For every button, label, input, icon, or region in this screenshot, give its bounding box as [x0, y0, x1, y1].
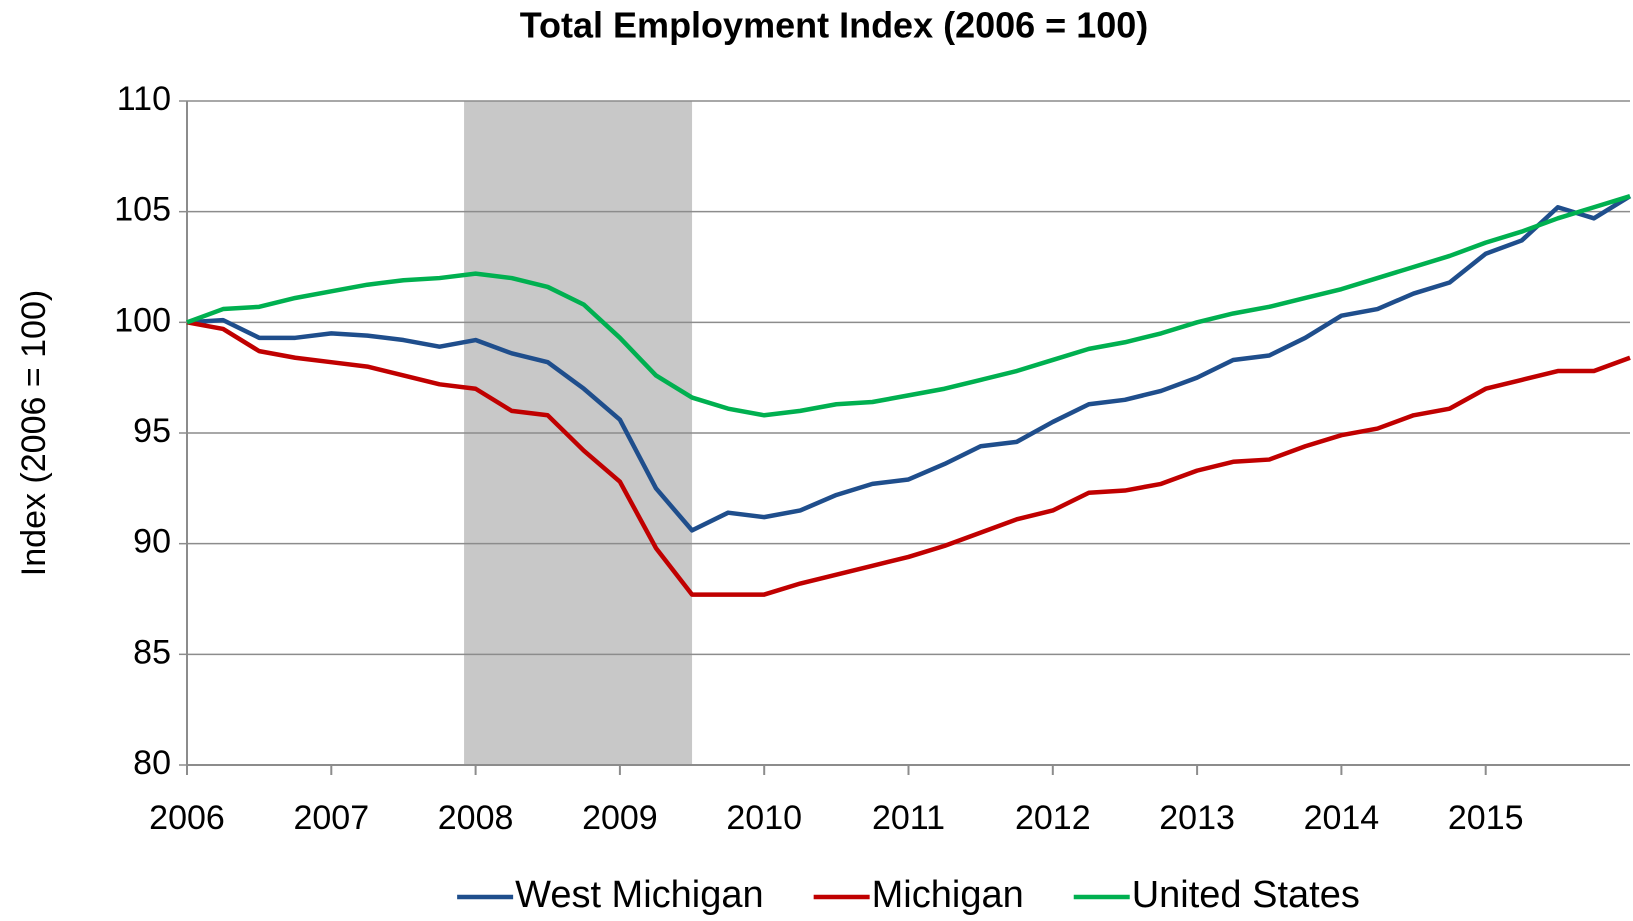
series-line	[186, 194, 1631, 418]
y-tick-label: 80	[133, 744, 171, 782]
y-tick-label: 100	[114, 301, 171, 339]
y-axis-label: Index (2006 = 100)	[15, 290, 53, 576]
y-tick-label: 90	[133, 523, 171, 561]
x-tick-label: 2015	[1448, 799, 1524, 837]
x-tick-label: 2010	[726, 799, 802, 837]
legend-label: United States	[1132, 874, 1360, 916]
legend: West Michigan Michigan United States	[457, 874, 1360, 916]
x-tick-label: 2006	[149, 799, 225, 837]
legend-label: Michigan	[872, 874, 1024, 916]
x-tick-label: 2008	[438, 799, 514, 837]
legend-label: West Michigan	[515, 874, 764, 916]
x-tick-label: 2013	[1159, 799, 1235, 837]
y-tick-label: 85	[133, 633, 171, 671]
series-line	[186, 320, 1631, 597]
x-tick-label: 2012	[1015, 799, 1091, 837]
x-tick-label: 2007	[293, 799, 369, 837]
y-tick-label: 95	[133, 412, 171, 450]
x-tick-label: 2009	[582, 799, 658, 837]
chart-title: Total Employment Index (2006 = 100)	[520, 5, 1149, 46]
x-tick-label: 2014	[1304, 799, 1380, 837]
series-line	[186, 194, 1632, 533]
y-tick-label: 110	[117, 80, 171, 118]
y-tick-label: 105	[114, 191, 171, 229]
x-tick-label: 2011	[872, 799, 945, 837]
